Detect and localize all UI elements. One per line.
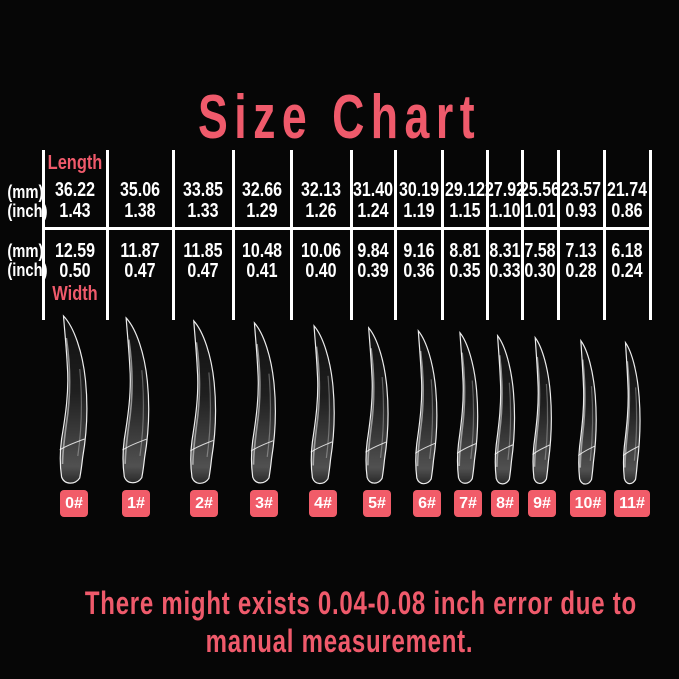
table-gridline bbox=[393, 150, 397, 320]
length-inch-value: 1.10 bbox=[488, 200, 521, 222]
length-unit-mm-label: (mm) bbox=[7, 182, 44, 202]
length-mm-value: 33.85 bbox=[182, 179, 224, 201]
size-badge: 8# bbox=[491, 490, 519, 517]
length-mm-value: 30.19 bbox=[398, 179, 439, 201]
width-mm-value: 8.81 bbox=[448, 240, 481, 262]
length-inch-value: 1.38 bbox=[124, 200, 156, 222]
size-badge: 0# bbox=[60, 490, 88, 517]
width-mm-value: 9.16 bbox=[402, 240, 435, 262]
size-badge: 7# bbox=[454, 490, 482, 517]
table-gridline bbox=[648, 150, 652, 320]
length-unit-inch-label: (inch) bbox=[7, 201, 48, 221]
width-inch-value: 0.30 bbox=[524, 260, 556, 282]
nail-tip-image bbox=[184, 319, 223, 486]
width-mm-value: 6.18 bbox=[611, 240, 643, 262]
length-mm-value: 21.74 bbox=[606, 179, 648, 201]
size-badge: 1# bbox=[122, 490, 150, 517]
nail-tip-image bbox=[305, 324, 341, 486]
width-inch-value: 0.35 bbox=[448, 260, 481, 282]
nail-tip-image bbox=[245, 321, 283, 486]
width-inch-value: 0.47 bbox=[124, 260, 156, 282]
length-mm-value: 25.56 bbox=[519, 179, 561, 201]
length-mm-value: 31.40 bbox=[352, 179, 394, 201]
length-inch-value: 1.26 bbox=[305, 200, 337, 222]
length-mm-value: 27.92 bbox=[484, 179, 525, 201]
nail-tip-image bbox=[360, 326, 395, 486]
width-inch-value: 0.39 bbox=[357, 260, 389, 282]
nail-tip-image bbox=[452, 331, 484, 486]
width-unit-mm-label: (mm) bbox=[7, 241, 44, 261]
width-mm-value: 7.58 bbox=[524, 240, 556, 262]
table-gridline bbox=[440, 150, 444, 320]
table-gridline bbox=[289, 150, 293, 320]
width-header: Width bbox=[52, 283, 98, 305]
size-badge: 10# bbox=[570, 490, 606, 517]
length-mm-value: 36.22 bbox=[54, 179, 96, 201]
measurement-note: There might exists 0.04-0.08 inch error … bbox=[0, 584, 679, 660]
width-inch-value: 0.50 bbox=[59, 260, 91, 282]
measurement-note-line1: There might exists 0.04-0.08 inch error … bbox=[84, 585, 637, 621]
length-header: Length bbox=[47, 152, 103, 174]
size-badge: 5# bbox=[363, 490, 391, 517]
length-inch-value: 1.33 bbox=[187, 200, 219, 222]
length-mm-value: 32.66 bbox=[241, 179, 283, 201]
table-gridline bbox=[105, 150, 109, 320]
width-inch-value: 0.33 bbox=[488, 260, 521, 282]
width-mm-value: 11.87 bbox=[120, 240, 160, 262]
table-gridline bbox=[171, 150, 175, 320]
nail-tip-image bbox=[410, 329, 443, 486]
table-separator-line bbox=[43, 227, 652, 230]
table-gridline bbox=[485, 150, 489, 320]
nail-tip-image bbox=[490, 334, 520, 486]
nail-tip-image bbox=[53, 314, 95, 486]
size-table: (mm) (inch) (mm) (inch) Length Width 36.… bbox=[7, 150, 652, 320]
length-inch-value: 1.24 bbox=[357, 200, 389, 222]
width-inch-value: 0.47 bbox=[187, 260, 219, 282]
table-gridline bbox=[520, 150, 524, 320]
width-mm-value: 12.59 bbox=[54, 240, 96, 262]
length-inch-value: 0.86 bbox=[611, 200, 643, 222]
length-inch-value: 0.93 bbox=[565, 200, 597, 222]
size-badge: 9# bbox=[528, 490, 556, 517]
width-inch-value: 0.36 bbox=[402, 260, 435, 282]
table-gridline bbox=[41, 150, 45, 320]
table-gridline bbox=[231, 150, 235, 320]
width-inch-value: 0.24 bbox=[611, 260, 643, 282]
length-mm-value: 35.06 bbox=[119, 179, 161, 201]
width-mm-value: 7.13 bbox=[565, 240, 597, 262]
table-gridline bbox=[556, 150, 560, 320]
width-unit-inch-label: (inch) bbox=[7, 260, 48, 280]
size-badge: 2# bbox=[190, 490, 218, 517]
length-inch-value: 1.01 bbox=[524, 200, 556, 222]
length-inch-value: 1.19 bbox=[402, 200, 435, 222]
width-inch-value: 0.28 bbox=[565, 260, 597, 282]
width-mm-value: 8.31 bbox=[488, 240, 521, 262]
length-inch-value: 1.29 bbox=[246, 200, 278, 222]
page-title: Size Chart bbox=[197, 82, 482, 152]
nail-tip-image bbox=[116, 316, 157, 486]
nail-tip-image bbox=[528, 336, 557, 486]
width-mm-value: 10.48 bbox=[241, 240, 283, 262]
width-mm-value: 10.06 bbox=[300, 240, 342, 262]
size-badge: 6# bbox=[413, 490, 441, 517]
nail-tip-image bbox=[619, 341, 645, 486]
width-mm-value: 11.85 bbox=[183, 240, 223, 262]
length-mm-value: 29.12 bbox=[444, 179, 485, 201]
length-inch-value: 1.43 bbox=[59, 200, 91, 222]
size-badge: 11# bbox=[614, 490, 650, 517]
width-inch-value: 0.40 bbox=[305, 260, 337, 282]
nail-tip-image bbox=[574, 339, 602, 487]
size-badge: 4# bbox=[309, 490, 337, 517]
measurement-note-line2: manual measurement. bbox=[205, 623, 474, 659]
table-gridline bbox=[602, 150, 606, 320]
width-mm-value: 9.84 bbox=[357, 240, 389, 262]
table-gridline bbox=[349, 150, 353, 320]
length-mm-value: 23.57 bbox=[560, 179, 602, 201]
length-inch-value: 1.15 bbox=[448, 200, 481, 222]
width-inch-value: 0.41 bbox=[246, 260, 278, 282]
length-mm-value: 32.13 bbox=[300, 179, 342, 201]
size-badge: 3# bbox=[250, 490, 278, 517]
